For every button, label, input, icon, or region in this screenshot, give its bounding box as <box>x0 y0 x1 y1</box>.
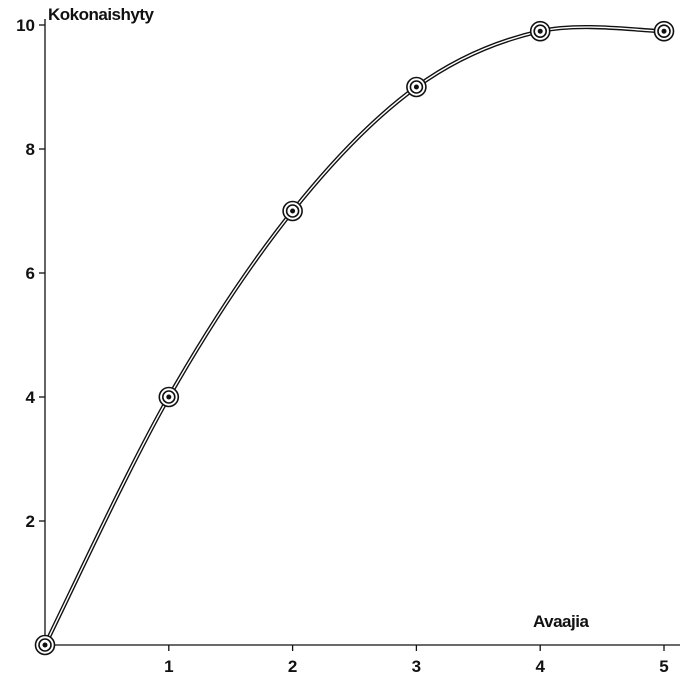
data-point <box>653 20 675 42</box>
y-tick-label: 4 <box>26 388 36 407</box>
data-point-center <box>166 394 172 400</box>
series-line-outer <box>42 24 667 648</box>
data-point <box>282 200 303 222</box>
x-tick-label: 2 <box>288 657 297 676</box>
data-point <box>406 76 427 98</box>
x-tick-label: 1 <box>164 657 173 676</box>
data-point <box>158 386 180 408</box>
data-point <box>34 634 56 656</box>
series-points <box>34 20 675 656</box>
x-tick-label: 4 <box>535 657 545 676</box>
data-point-center <box>661 28 667 34</box>
series-line-inner <box>44 26 665 646</box>
y-axis-title: Kokonaishyty <box>48 5 155 24</box>
x-tick-label: 5 <box>659 657 668 676</box>
x-axis-title: Avaajia <box>533 612 589 631</box>
axis-labels: 1 2 3 4 5 2 4 6 8 10 <box>16 16 669 676</box>
axes <box>39 19 680 651</box>
data-point-center <box>413 84 419 90</box>
y-tick-label: 8 <box>26 140 35 159</box>
y-tick-label: 6 <box>26 264 35 283</box>
series-curve <box>42 24 667 648</box>
data-point-center <box>290 208 296 214</box>
y-tick-label: 2 <box>26 512 35 531</box>
data-point-center <box>537 28 543 34</box>
y-tick-label: 10 <box>16 16 35 35</box>
data-point <box>529 20 551 42</box>
x-tick-label: 3 <box>412 657 421 676</box>
data-point-center <box>42 642 48 648</box>
